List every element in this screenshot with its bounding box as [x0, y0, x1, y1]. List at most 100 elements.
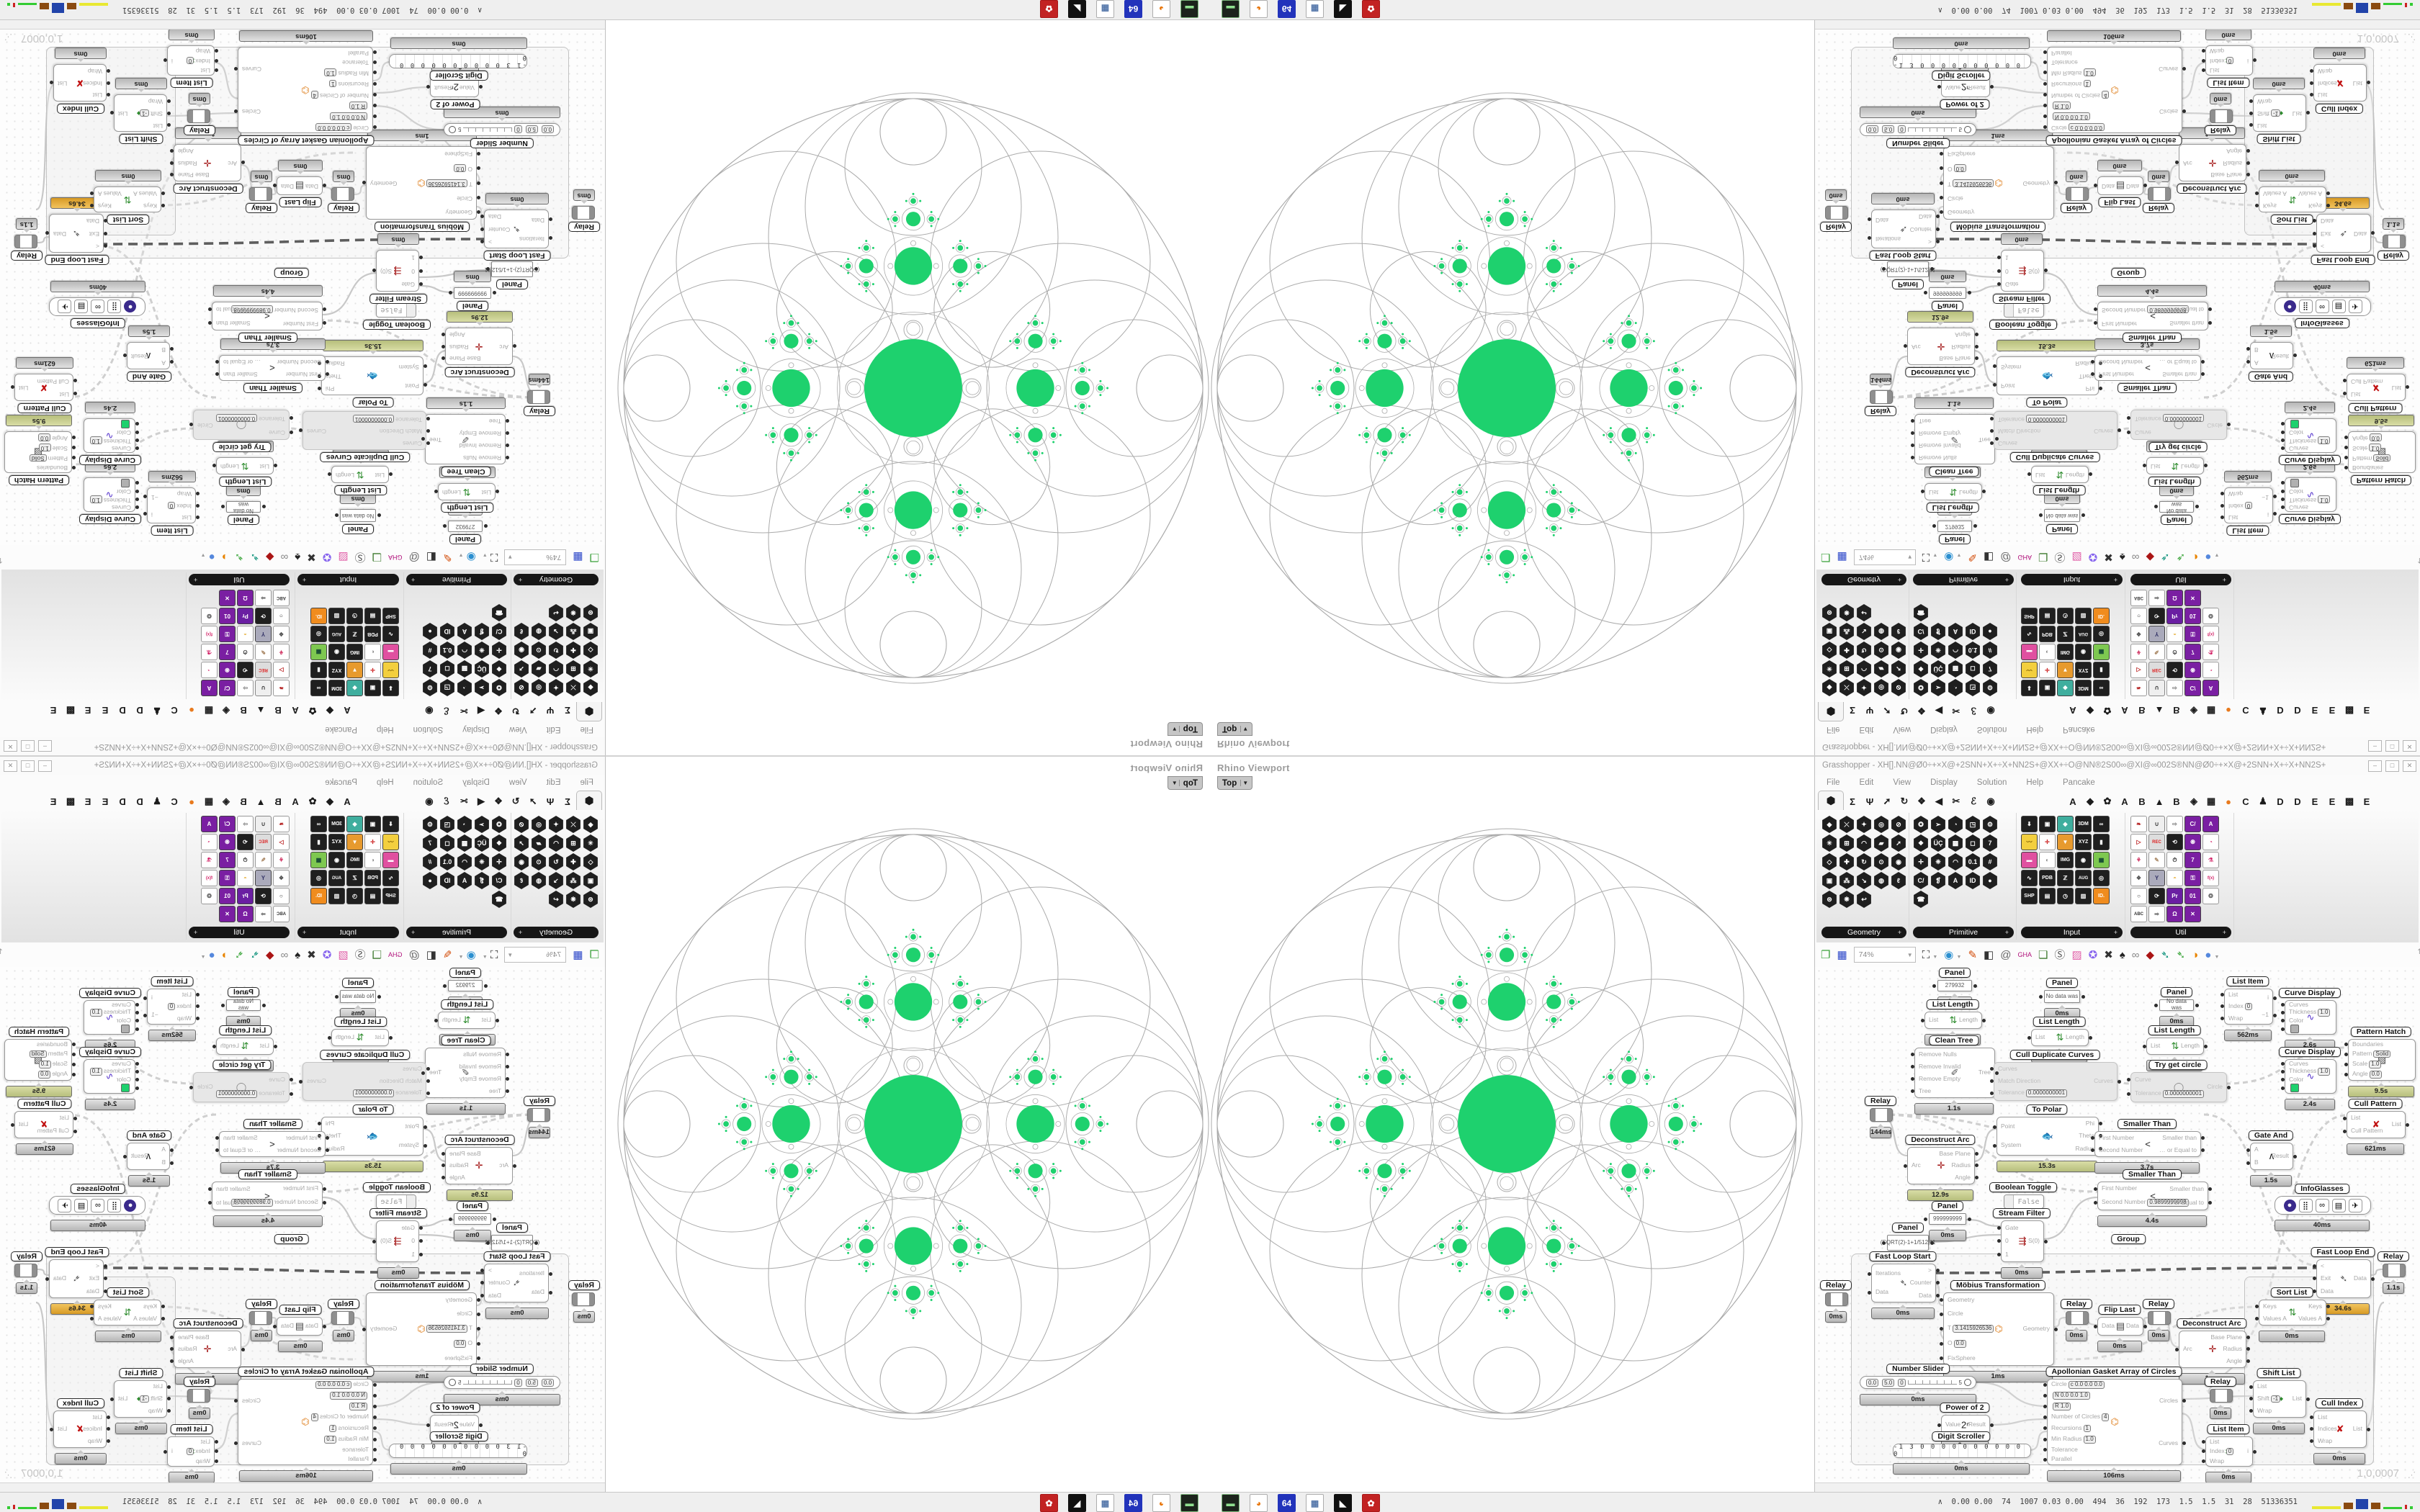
component-icon[interactable]: ▬ [2021, 644, 2038, 660]
component-icon[interactable]: A [457, 872, 472, 889]
component-icon[interactable]: ⤬ [565, 679, 581, 696]
component-icon[interactable]: ▣ [1821, 623, 1837, 640]
component-icon[interactable]: ▷ [2130, 834, 2147, 850]
gh-node-fast-loop-start[interactable]: Fast Loop Start Iterations Data > Counter Dat… [485, 193, 549, 248]
plugin-tab[interactable]: ▦ [200, 796, 218, 810]
component-icon[interactable]: # [1982, 853, 1998, 870]
node-body[interactable]: First NumberSecond Number0.9899999998Sma… [2097, 1182, 2208, 1210]
component-icon[interactable]: ABC [273, 590, 290, 606]
gh-node-panel[interactable]: Panel No data was 0ms [2044, 492, 2080, 522]
node-canvas[interactable]: 1,0,0007 ⋰ Panel2799320msList LengthList… [1815, 30, 2420, 545]
gh-node-cull-duplicate-curves[interactable]: Cull Duplicate Curves Curves Match Directi… [304, 1062, 426, 1101]
toolbar-icon[interactable]: ▦ [1837, 552, 1847, 563]
toolbar-icon[interactable]: ▨ [338, 950, 348, 960]
palette-caption[interactable]: Util + [2130, 574, 2231, 585]
plugin-tab[interactable]: ● [2220, 796, 2237, 810]
gh-node-panel[interactable]: Panel 999999999 0ms [454, 1213, 491, 1241]
ribbon-tab-icon[interactable]: ◉ [421, 702, 438, 716]
component-icon[interactable]: ID. [310, 608, 327, 624]
component-icon[interactable]: AUG [2075, 626, 2092, 642]
node-body[interactable] [14, 1264, 37, 1277]
component-icon[interactable]: ABC [273, 906, 290, 922]
component-icon[interactable]: Pr [2166, 888, 2183, 904]
component-icon[interactable]: ⟲ [2166, 662, 2183, 678]
component-icon[interactable]: ❖ [1913, 660, 1929, 678]
node-body[interactable]: List Indices Wrap List ✘ [53, 64, 107, 102]
component-icon[interactable]: ● [422, 623, 438, 640]
component-icon[interactable]: ❖ [2130, 626, 2147, 642]
component-icon[interactable]: ◓ [237, 870, 254, 886]
toolbar-icon[interactable]: ◉ ▼ [1944, 552, 1961, 563]
component-icon[interactable]: ⊞ [1839, 660, 1855, 678]
component-icon[interactable]: ✚ [1839, 642, 1855, 659]
component-icon[interactable]: ➢ [474, 679, 490, 696]
node-body[interactable]: ● ⣿ ∞ ▤ ✈ [2275, 297, 2371, 316]
ribbon-tab-icon[interactable]: ✂ [455, 702, 472, 716]
close-button[interactable]: ✕ [4, 760, 17, 772]
gh-node-list-item[interactable]: List Item ListIndex0Wrapi⇉ 0ms [169, 1436, 215, 1482]
gh-node-boolean-toggle[interactable]: Boolean Toggle False [2004, 303, 2043, 318]
minimize-button[interactable]: – [38, 760, 52, 772]
node-body[interactable]: List Cull Pattern List ✘ [2347, 374, 2406, 401]
palette-caption[interactable]: Util + [189, 574, 290, 585]
node-body[interactable]: CurveTolerance0.0000000001Circle◯ [193, 1072, 290, 1102]
gh-node-try-get-circle[interactable]: Try get circleCurveTolerance0.0000000001… [194, 1072, 290, 1102]
component-icon[interactable]: ▣ [2039, 680, 2056, 696]
firefox-icon[interactable]: ◕ [1152, 0, 1170, 18]
component-icon[interactable]: ▤ [364, 608, 381, 624]
plugin-tab[interactable]: E [97, 702, 114, 716]
ribbon-tab-icon[interactable]: ↻ [507, 702, 524, 716]
component-icon[interactable]: ◇ [1821, 853, 1837, 870]
gear-icon[interactable]: ✿ [1040, 0, 1058, 18]
component-icon[interactable]: Ω [237, 590, 254, 606]
node-body[interactable]: List Length ⇅ [1924, 1012, 1982, 1029]
plugin-tab[interactable]: ● [183, 796, 200, 810]
component-icon[interactable]: ID. [2093, 888, 2110, 904]
component-icon[interactable]: ∞ [310, 680, 327, 696]
component-icon[interactable]: 3DM [328, 680, 345, 696]
component-icon[interactable]: ▣ [364, 816, 381, 832]
component-icon[interactable]: ☎ [1913, 891, 1929, 908]
gh-node-cull-pattern[interactable]: Cull Pattern List Cull Pattern List ✘ 621ms [2347, 357, 2404, 401]
zoom-level-select[interactable]: 74% ▼ [504, 549, 566, 565]
palette-caption[interactable]: Input + [2021, 927, 2123, 938]
plugin-tab[interactable]: A [339, 796, 356, 810]
node-body[interactable]: CurveTolerance0.0000000001Circle◯ [2130, 1072, 2227, 1102]
component-icon[interactable]: ✛ [1913, 853, 1929, 870]
gh-node-digit-scroller[interactable]: Digit Scroller -1 3 0 0 0 0 0 0 0 0 0 0 0… [1893, 1444, 2030, 1475]
node-body[interactable]: ListIndex0Wrapi⇉ [167, 1436, 215, 1467]
ribbon-tab-icon[interactable]: ➚ [1878, 702, 1896, 716]
gh-node-panel[interactable]: Panel 999999999 0ms [1929, 271, 1966, 299]
component-icon[interactable]: ✛ [364, 662, 381, 678]
ribbon-tab-icon[interactable]: ➚ [524, 796, 542, 810]
component-icon[interactable]: IMG [346, 852, 363, 868]
component-icon[interactable]: A [1948, 623, 1963, 640]
node-body[interactable]: 999999999 [454, 1213, 491, 1225]
node-body[interactable]: Remove Nulls Remove Invalid Remove Empty Tr… [425, 1048, 506, 1098]
palette-caption[interactable]: Geometry + [1821, 927, 1906, 938]
node-body[interactable]: Point System Phi Theta Radius 🐟 [1996, 1117, 2099, 1156]
gh-node-relay[interactable]: Relay 0ms [2210, 1389, 2231, 1419]
palette-caption[interactable]: Geometry + [514, 574, 599, 585]
node-body[interactable]: Data Data ▤ [277, 1317, 323, 1336]
component-icon[interactable]: ID [1965, 872, 1981, 889]
palette-caption[interactable]: Util + [189, 927, 290, 938]
gh-node-list-item[interactable]: List ItemListIndex0Wrapi−1⇉562ms [148, 989, 196, 1041]
component-icon[interactable]: ▦ [310, 852, 327, 868]
component-icon[interactable]: 〰 [382, 834, 399, 850]
node-body[interactable]: Arc Base Plane Radius Angle ✛ [1907, 328, 1975, 365]
tab-params-selected[interactable]: ⬢ [1818, 702, 1844, 721]
component-icon[interactable]: 0.1 [1965, 853, 1981, 870]
node-body[interactable]: List Length ⇅ [216, 1038, 274, 1055]
component-icon[interactable]: ⊘ [1891, 679, 1906, 696]
node-body[interactable]: (SQRT(2)-1+1/512)*1 [1887, 1235, 1929, 1251]
grasshopper-titlebar[interactable]: Grasshopper - XH[].NN@Ø0÷+×X@+2SNN+X+÷X+… [1815, 757, 2420, 775]
component-icon[interactable]: ◔ [2202, 834, 2219, 850]
gh-node-apollonian-gasket-array-of-circles[interactable]: Apollonian Gasket Array of Circles Circle… [2047, 30, 2181, 133]
ribbon-tab-icon[interactable]: Σ [559, 796, 576, 810]
ribbon-tab-icon[interactable]: ↻ [1896, 796, 1913, 810]
gh-node-to-polar[interactable]: To Polar Point System Phi Theta Radius 🐟 15.3s [323, 1117, 424, 1172]
toolbar-icon[interactable]: ➴ [235, 950, 244, 960]
floppy64-icon[interactable]: 64 [1124, 0, 1142, 18]
node-body[interactable] [2383, 235, 2406, 248]
